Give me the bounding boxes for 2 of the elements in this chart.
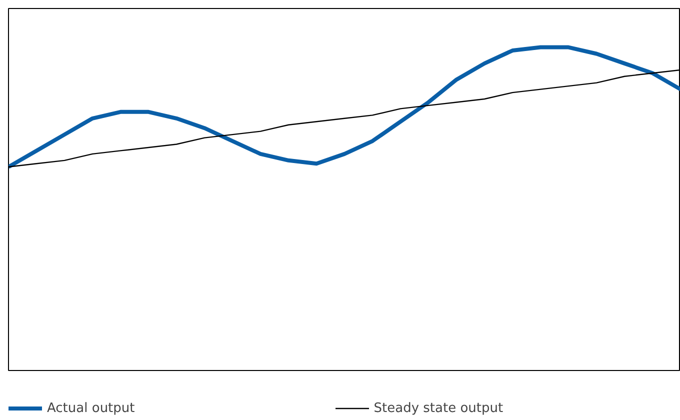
legend-label: Actual output xyxy=(47,400,135,416)
legend-label: Steady state output xyxy=(374,400,504,416)
